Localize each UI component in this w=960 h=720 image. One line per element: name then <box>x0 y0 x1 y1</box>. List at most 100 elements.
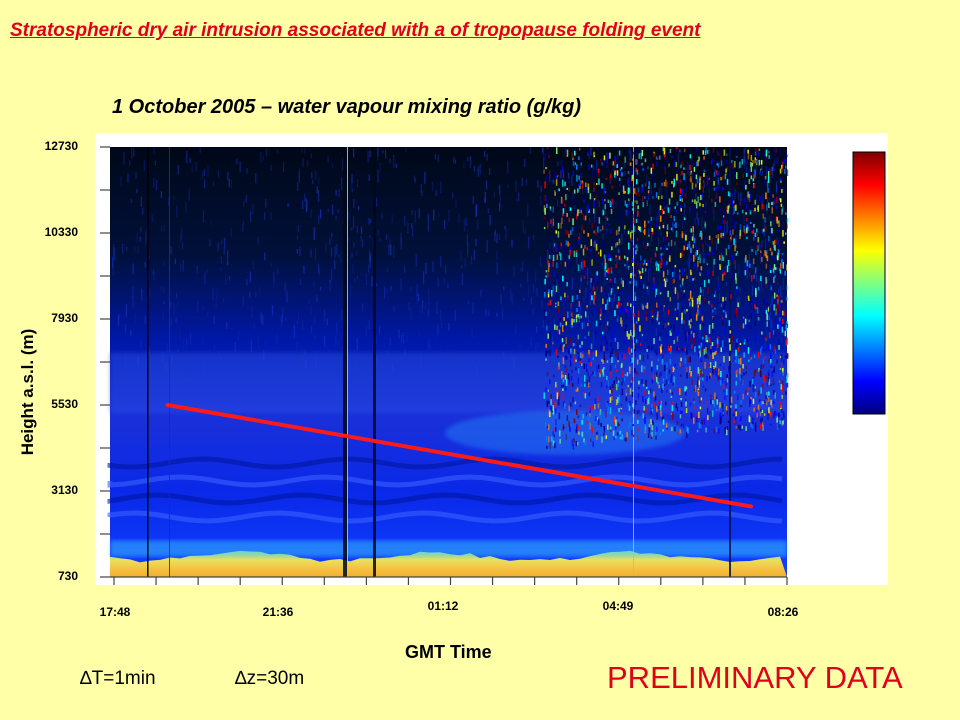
noise-speck <box>663 239 666 243</box>
noise-speck <box>625 324 628 328</box>
noise-speck <box>575 367 577 371</box>
noise-speck <box>786 337 788 345</box>
noise-speck <box>710 345 712 350</box>
noise-speck <box>609 365 612 372</box>
speckle <box>639 261 641 270</box>
speckle <box>299 278 301 285</box>
noise-speck <box>635 400 637 405</box>
noise-speck <box>744 265 746 270</box>
noise-speck <box>584 375 586 382</box>
noise-speck <box>546 245 549 249</box>
noise-speck <box>660 410 662 417</box>
noise-speck <box>680 284 683 290</box>
speckle <box>775 205 777 209</box>
noise-speck <box>605 177 607 181</box>
noise-speck <box>602 209 604 216</box>
noise-speck <box>751 424 754 429</box>
noise-speck <box>583 260 586 267</box>
noise-speck <box>655 372 658 377</box>
noise-speck <box>779 309 781 317</box>
speckle <box>744 180 746 185</box>
noise-speck <box>631 175 633 181</box>
speckle <box>406 331 408 343</box>
noise-speck <box>740 323 742 331</box>
noise-speck <box>644 426 647 431</box>
noise-speck <box>642 383 645 387</box>
noise-speck <box>667 300 669 304</box>
noise-speck <box>741 159 743 165</box>
noise-speck <box>668 242 670 247</box>
noise-speck <box>631 357 633 363</box>
speckle <box>511 293 513 306</box>
speckle <box>368 174 370 181</box>
noise-speck <box>748 359 750 362</box>
noise-speck <box>575 224 577 230</box>
noise-speck <box>628 170 630 175</box>
noise-speck <box>698 314 701 319</box>
noise-speck <box>691 379 693 385</box>
y-tick-label: 7930 <box>51 311 78 325</box>
noise-speck <box>550 399 552 406</box>
noise-speck <box>592 287 595 292</box>
speckle <box>533 234 535 240</box>
noise-speck <box>731 255 734 260</box>
noise-speck <box>712 206 715 214</box>
noise-speck <box>744 270 747 276</box>
noise-speck <box>634 171 637 174</box>
noise-speck <box>686 431 688 438</box>
noise-speck <box>562 275 564 282</box>
noise-speck <box>748 298 750 301</box>
noise-speck <box>675 210 678 213</box>
noise-speck <box>645 305 647 309</box>
noise-speck <box>644 168 646 172</box>
noise-speck <box>570 305 573 311</box>
speckle <box>519 283 522 288</box>
noise-speck <box>650 167 653 174</box>
noise-speck <box>670 249 673 253</box>
noise-speck <box>618 292 620 296</box>
noise-speck <box>689 148 691 154</box>
noise-speck <box>770 383 772 386</box>
noise-speck <box>758 329 760 333</box>
noise-speck <box>752 298 754 302</box>
noise-speck <box>547 389 550 392</box>
speckle <box>330 236 332 240</box>
noise-speck <box>599 322 602 326</box>
noise-speck <box>691 182 694 190</box>
speckle <box>596 160 598 171</box>
speckle <box>460 250 462 262</box>
noise-speck <box>719 363 722 366</box>
noise-speck <box>652 195 654 200</box>
noise-speck <box>622 280 624 287</box>
noise-speck <box>690 269 692 276</box>
noise-speck <box>657 406 660 410</box>
noise-speck <box>696 416 698 423</box>
noise-speck <box>664 280 667 288</box>
noise-speck <box>728 356 731 361</box>
speckle <box>589 293 591 306</box>
noise-speck <box>619 168 622 171</box>
noise-speck <box>753 369 756 377</box>
noise-speck <box>774 410 776 416</box>
speckle <box>515 180 517 192</box>
noise-speck <box>738 308 740 312</box>
noise-speck <box>602 242 604 248</box>
noise-speck <box>657 358 660 362</box>
noise-speck <box>555 285 558 293</box>
noise-speck <box>603 308 605 312</box>
noise-speck <box>712 352 714 359</box>
noise-speck <box>680 164 682 169</box>
noise-speck <box>759 307 761 311</box>
noise-speck <box>682 188 684 196</box>
noise-speck <box>704 165 707 168</box>
speckle <box>473 165 476 172</box>
noise-speck <box>784 355 787 359</box>
noise-speck <box>658 321 660 325</box>
speckle <box>713 210 715 221</box>
noise-speck <box>699 396 701 404</box>
noise-speck <box>549 299 551 306</box>
noise-speck <box>646 265 648 273</box>
noise-speck <box>602 331 604 335</box>
noise-speck <box>751 224 754 231</box>
y-tick-label: 730 <box>57 569 78 583</box>
